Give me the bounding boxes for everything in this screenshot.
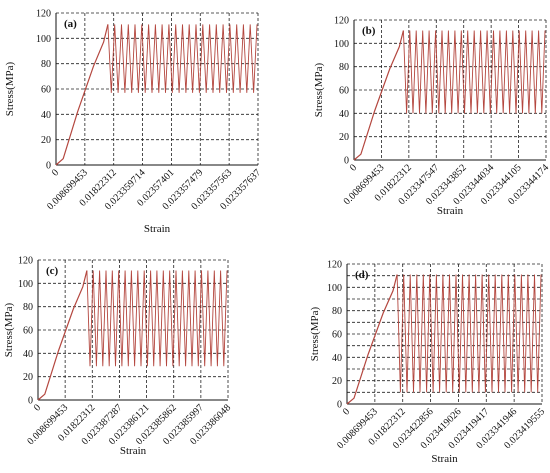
y-tick-label: 40 (332, 353, 342, 364)
x-tick-label: 0 (341, 406, 352, 417)
y-tick-label: 80 (41, 59, 51, 70)
y-tick-label: 100 (36, 34, 51, 45)
y-tick-label: 0 (337, 400, 342, 411)
panel-label: (b) (362, 25, 376, 37)
y-tick-label: 80 (332, 306, 342, 317)
y-tick-label: 60 (339, 86, 349, 97)
series-cyclic-line (86, 270, 228, 367)
series-monotonic-line (346, 274, 398, 405)
y-tick-label: 120 (327, 260, 342, 271)
y-tick-label: 120 (18, 256, 33, 267)
panel-label: (c) (46, 265, 59, 277)
y-tick-label: 60 (41, 85, 51, 96)
y-tick-label: 0 (344, 156, 349, 167)
y-tick-label: 120 (334, 16, 349, 27)
y-tick-label: 100 (327, 283, 342, 294)
y-tick-label: 120 (36, 9, 51, 20)
y-tick-label: 0 (46, 161, 51, 172)
y-tick-label: 40 (23, 349, 33, 360)
x-tick-label: 0 (32, 402, 43, 413)
series-cyclic-line (402, 30, 546, 114)
x-axis-label: Strain (437, 205, 464, 217)
panel-b: 02040608010012000.0086994530.018223120.0… (313, 16, 550, 218)
y-axis-label: Stress(MPa) (3, 302, 15, 357)
y-tick-label: 20 (339, 132, 349, 143)
series-monotonic-line (55, 24, 109, 166)
x-axis-label: Strain (431, 453, 458, 465)
x-tick-label: 0 (50, 167, 61, 178)
y-axis-label: Stress(MPa) (4, 61, 16, 116)
series-cyclic-line (396, 274, 542, 393)
y-tick-label: 40 (41, 110, 51, 121)
panel-label: (a) (64, 18, 77, 30)
panel-c: 02040608010012000.0086994530.018223120.0… (3, 256, 233, 458)
y-tick-label: 100 (18, 279, 33, 290)
series-monotonic-line (353, 30, 404, 161)
panel-label: (d) (355, 269, 369, 281)
y-tick-label: 60 (23, 326, 33, 337)
y-tick-label: 20 (332, 376, 342, 387)
x-tick-label: 0 (348, 162, 359, 173)
y-tick-label: 20 (23, 372, 33, 383)
y-tick-label: 100 (334, 39, 349, 50)
x-axis-label: Strain (120, 445, 147, 457)
y-tick-label: 80 (339, 62, 349, 73)
y-tick-label: 40 (339, 109, 349, 120)
y-tick-label: 60 (332, 330, 342, 341)
panel-a: 02040608010012000.0086994530.018223120.0… (4, 9, 263, 236)
series-cyclic-line (107, 24, 258, 93)
y-tick-label: 0 (28, 396, 33, 407)
series-monotonic-line (37, 270, 88, 401)
y-tick-label: 20 (41, 135, 51, 146)
y-axis-label: Stress(MPa) (313, 62, 325, 117)
x-axis-label: Strain (144, 223, 171, 235)
y-tick-label: 80 (23, 302, 33, 313)
panel-d: 02040608010012000.0086994530.018223120.0… (309, 260, 547, 466)
y-axis-label: Stress(MPa) (309, 306, 321, 361)
